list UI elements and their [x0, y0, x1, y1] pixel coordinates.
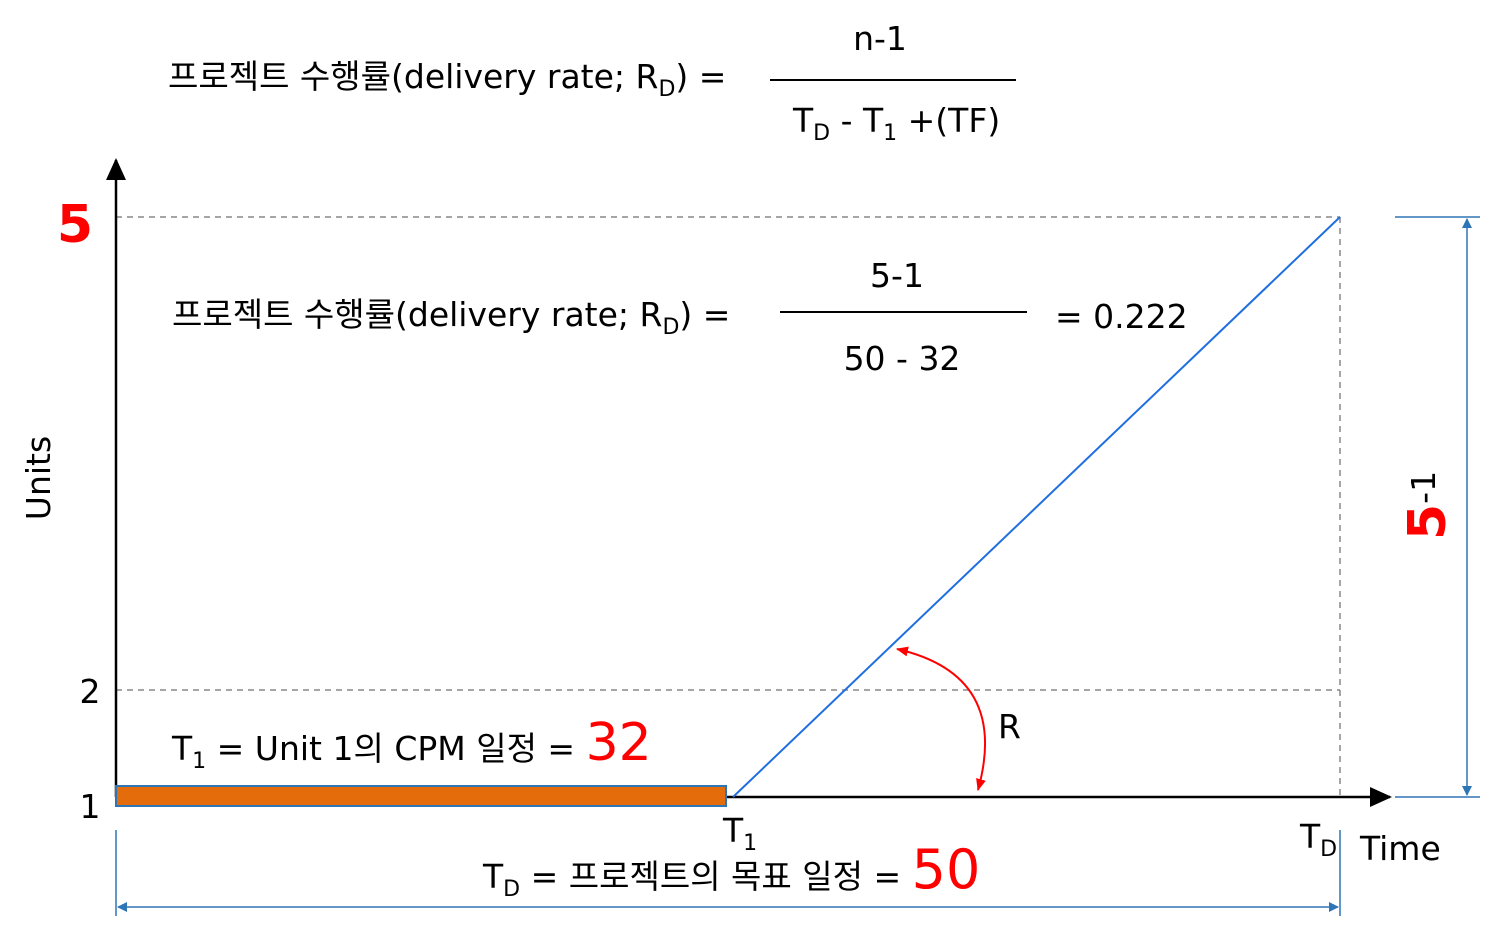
den-t: T — [792, 101, 814, 140]
delivery-line — [732, 216, 1341, 798]
td-note-base: T — [482, 857, 504, 896]
den-mid: - T — [830, 101, 884, 140]
td-note-value: 50 — [912, 838, 981, 901]
x-axis-label: Time — [1359, 829, 1441, 868]
formula-lhs-end: ) = — [675, 57, 726, 96]
example-denominator: 50 - 32 — [844, 339, 961, 378]
span-label: 5-1 — [1398, 471, 1458, 540]
angle-label: R — [998, 707, 1021, 746]
y-tick-label: 1 — [80, 787, 101, 826]
td-note-sub: D — [503, 877, 520, 902]
td-note: TD = 프로젝트의 목표 일정 = 50 — [482, 838, 980, 902]
formula-lhs-sub: D — [658, 77, 675, 102]
angle-arc — [896, 646, 986, 791]
td-note-text: = 프로젝트의 목표 일정 = — [520, 857, 911, 896]
bottom-dimension — [115, 830, 1341, 916]
t1-note-sub: 1 — [192, 749, 206, 774]
t1-base: T — [722, 811, 744, 850]
den-mid-sub: 1 — [883, 121, 897, 146]
formula-numerator: n-1 — [853, 19, 907, 58]
guides — [116, 216, 1341, 797]
td-base: T — [1299, 817, 1321, 856]
formula-lhs: 프로젝트 수행률(delivery rate; RD) = — [168, 57, 726, 102]
example-result: = 0.222 — [1055, 297, 1188, 336]
formula-lhs-text: 프로젝트 수행률(delivery rate; R — [168, 57, 658, 96]
y-tick-label: 5 — [57, 195, 93, 255]
right-dimension — [1395, 216, 1480, 798]
td-marker: TD — [1299, 817, 1337, 862]
example-lhs-text: 프로젝트 수행률(delivery rate; R — [172, 295, 662, 334]
t1-marker: T1 — [722, 811, 757, 856]
t1-note-base: T — [171, 729, 193, 768]
td-sub: D — [1320, 837, 1337, 862]
example-numerator: 5-1 — [870, 256, 924, 295]
t1-note: T1 = Unit 1의 CPM 일정 = 32 — [171, 713, 652, 774]
example-lhs: 프로젝트 수행률(delivery rate; RD) = — [172, 295, 730, 340]
t1-note-value: 32 — [586, 713, 652, 773]
formula-denominator: TD - T1 +(TF) — [792, 101, 1000, 146]
den-t-sub: D — [813, 121, 830, 146]
example-lhs-end: ) = — [679, 295, 730, 334]
t1-sub: 1 — [743, 831, 757, 856]
y-tick-label: 2 — [80, 672, 101, 711]
y-axis-label: Units — [19, 436, 58, 520]
example-lhs-sub: D — [662, 315, 679, 340]
span-rest: -1 — [1404, 471, 1443, 504]
span-value: 5 — [1398, 504, 1458, 540]
t1-note-text: = Unit 1의 CPM 일정 = — [206, 729, 585, 768]
den-end: +(TF) — [897, 101, 1000, 140]
cpm-bar — [115, 785, 727, 807]
